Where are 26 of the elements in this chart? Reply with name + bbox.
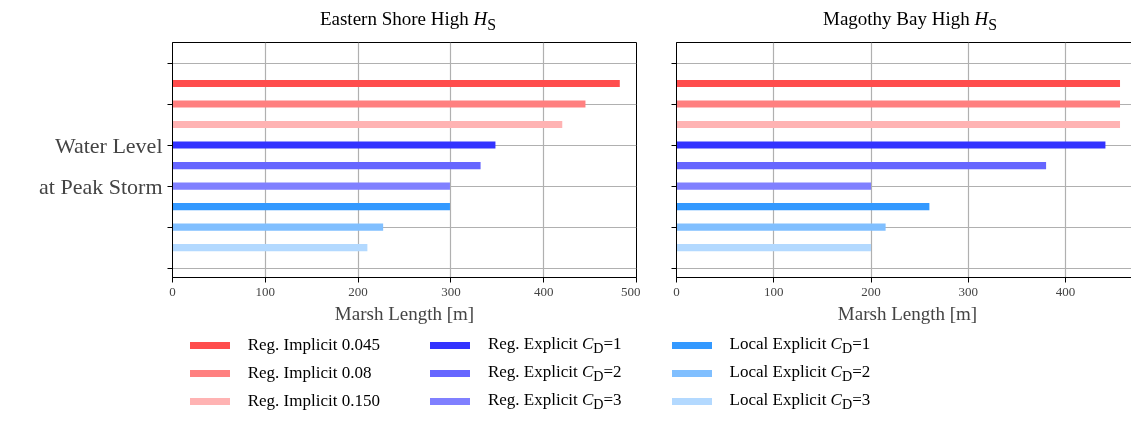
y-tick-label: at Peak Storm <box>39 173 163 199</box>
x-tick-label: 300 <box>958 283 979 299</box>
legend-label: Reg. Explicit C$_{D}$=1 <box>487 332 622 359</box>
x-tick-label: 300 <box>441 283 461 299</box>
legend-label: Local Explicit C$_{D}$=1 <box>729 332 871 359</box>
x-tick-label: 0 <box>169 283 176 299</box>
legend-label: Local Explicit C$_{D}$=2 <box>729 360 871 387</box>
chart-title: Eastern Shore High H$_{S}$ <box>318 7 498 35</box>
x-axis-title: Marsh Length [m] <box>837 302 978 324</box>
x-tick-label: 200 <box>861 283 881 299</box>
x-tick-label: 400 <box>533 283 554 299</box>
x-tick-label: 400 <box>1055 283 1076 299</box>
x-tick-label: 0 <box>673 283 680 299</box>
x-tick-label: 100 <box>764 283 784 299</box>
legend-label: Reg. Implicit 0.150 <box>247 389 380 412</box>
chart-title: Magothy Bay High H$_{S}$ <box>822 7 998 35</box>
legend-label: Reg. Implicit 0.045 <box>247 333 380 356</box>
y-tick-label: Water Level <box>54 132 163 158</box>
legend-label: Reg. Explicit C$_{D}$=3 <box>487 388 622 415</box>
x-tick-label: 500 <box>621 283 641 299</box>
x-tick-label: 100 <box>255 283 276 299</box>
legend-label: Reg. Explicit C$_{D}$=2 <box>487 360 622 387</box>
legend-label: Reg. Implicit 0.08 <box>247 361 372 384</box>
x-tick-label: 200 <box>348 283 368 299</box>
x-axis-title: Marsh Length [m] <box>334 302 475 324</box>
legend-label: Local Explicit C$_{D}$=3 <box>729 388 871 415</box>
